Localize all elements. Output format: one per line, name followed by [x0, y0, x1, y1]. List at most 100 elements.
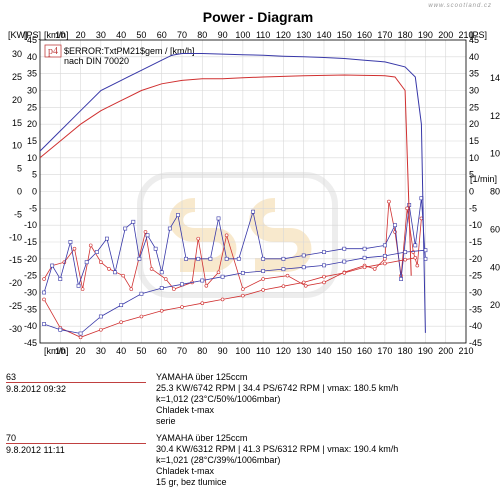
chart-title: Power - Diagram [203, 9, 313, 25]
series-70-noise-marker [224, 256, 229, 261]
x-tick-label-bottom: 140 [316, 346, 331, 356]
series-63-rpm-marker [362, 265, 367, 270]
legend-code: 63 [6, 372, 17, 382]
legend-model: YAMAHA über 125ccm [156, 433, 248, 443]
x-tick-label-top: 150 [337, 30, 352, 40]
series-63-rpm-marker [261, 288, 265, 292]
y-tick-label-ps-right: -30 [469, 288, 482, 298]
x-tick-label-bottom: 190 [418, 346, 433, 356]
y-tick-label-ps-right: 40 [469, 52, 479, 62]
series-70-noise-marker [382, 243, 387, 248]
series-70-noise-marker [184, 256, 188, 261]
x-tick-label-top: 10 [55, 30, 65, 40]
series-70-noise-marker [68, 240, 73, 244]
y-tick-label-kw: 20 [12, 95, 22, 105]
x-tick-label-top: 40 [116, 30, 126, 40]
series-70-noise-marker [236, 256, 241, 261]
series-63-noise-marker [143, 230, 148, 234]
x-tick-label-bottom: 120 [276, 346, 291, 356]
x-tick-label-bottom: 210 [458, 346, 473, 356]
x-tick-label-top: 30 [96, 30, 106, 40]
series-63-rpm-marker [281, 284, 286, 288]
plot-frame [39, 39, 467, 344]
series-70-noise-marker [393, 223, 397, 228]
y-tick-label-ps-right: 0 [469, 187, 474, 197]
series-70-noise-marker [176, 213, 180, 217]
y-tick-label-ps-right: -10 [469, 220, 482, 230]
y-tick-label-rpm: 8000 [490, 187, 500, 197]
series-63-noise-marker [261, 277, 265, 281]
y-tick-label-rpm: 14000 [490, 73, 500, 83]
series-63-noise-marker [88, 243, 93, 248]
x-tick-label-top: 110 [256, 30, 270, 40]
x-tick-label-top: 90 [218, 30, 228, 40]
y-tick-label-ps-right: 45 [469, 35, 479, 45]
legend-correction-line: k=1,012 (23°C/50%/1006mbar) [156, 394, 281, 404]
series-70-rpm-marker [240, 271, 245, 275]
y-tick-label-kw: 10 [12, 141, 22, 151]
series-70-rpm-marker [301, 265, 306, 270]
x-tick-label-bottom: 60 [157, 346, 167, 356]
y-tick-label-ps-left: -15 [24, 237, 37, 247]
series-70-noise-marker [413, 243, 418, 248]
x-tick-label-top: 200 [438, 30, 453, 40]
series-70-rpm-marker [58, 327, 63, 332]
series-63-noise-marker [196, 236, 201, 241]
series-70-noise-marker [153, 246, 158, 251]
y-tick-label-kw: 0 [17, 187, 22, 197]
x-tick-label-top: 120 [276, 30, 291, 40]
y-tick-label-ps-right: -35 [469, 304, 482, 314]
series-63-noise-marker [415, 263, 420, 268]
series-63-rpm-marker [180, 305, 184, 309]
y-tick-label-kw: -20 [9, 278, 22, 288]
x-tick-label-bottom: 80 [197, 346, 207, 356]
series-70-rpm-marker [220, 274, 225, 279]
series-70-noise-marker [50, 263, 55, 268]
x-tick-label-bottom: 10 [55, 346, 65, 356]
x-tick-label-top: 20 [76, 30, 86, 40]
y-axis-label-rpm: [1/min] [470, 174, 497, 184]
y-tick-label-ps-left: 0 [32, 187, 37, 197]
series-70-noise-marker [58, 277, 63, 281]
legend-model: YAMAHA über 125ccm [156, 372, 248, 382]
y-tick-label-ps-right: 10 [469, 153, 479, 163]
series-63-noise-marker [405, 206, 409, 211]
series-70-noise-marker [281, 256, 286, 261]
series-70-rpm-marker [362, 255, 367, 260]
y-tick-label-ps-right: -20 [469, 254, 482, 264]
y-tick-label-rpm: 6000 [490, 224, 500, 234]
series-63-noise-marker [204, 283, 209, 288]
y-tick-label-kw: 5 [17, 164, 22, 174]
series-63-rpm-marker [42, 297, 46, 302]
y-tick-label-rpm: 2000 [490, 300, 500, 310]
y-axis-label-ps-left: [PS] [24, 30, 41, 40]
legend-power-line: 25.3 KW/6742 RPM | 34.4 PS/6742 RPM | vm… [156, 383, 399, 393]
series-70-noise-marker [76, 283, 81, 288]
series-63-noise-marker [107, 267, 111, 271]
series-63-rpm-marker [200, 301, 205, 306]
x-tick-label-bottom: 180 [398, 346, 413, 356]
x-tick-label-top: 130 [296, 30, 311, 40]
series-70-rpm-marker [200, 278, 205, 283]
series-63-noise-marker [303, 283, 308, 288]
y-tick-label-rpm: 4000 [490, 262, 500, 272]
x-tick-label-bottom: 30 [96, 346, 106, 356]
y-tick-label-ps-right: -40 [469, 321, 482, 331]
series-70-noise-marker [113, 270, 117, 275]
series-70-rpm-marker [281, 267, 286, 272]
x-axis-label-bottom: [km/h] [44, 346, 69, 356]
series-70-noise-marker [84, 260, 89, 265]
legend-date: 9.8.2012 11:11 [6, 445, 65, 455]
y-axis-label-kw: [KW] [8, 30, 28, 40]
x-tick-label-bottom: 160 [357, 346, 372, 356]
series-63-rpm-marker [413, 255, 418, 260]
y-tick-label-ps-right: 35 [469, 69, 479, 79]
x-tick-label-bottom: 170 [377, 346, 392, 356]
y-tick-label-rpm: 12000 [490, 111, 500, 121]
x-tick-label-bottom: 20 [76, 346, 86, 356]
series-70-noise-marker [196, 256, 201, 261]
x-tick-label-bottom: 40 [116, 346, 126, 356]
series-70-noise-marker [42, 290, 46, 295]
series-70-rpm-marker [98, 314, 103, 319]
